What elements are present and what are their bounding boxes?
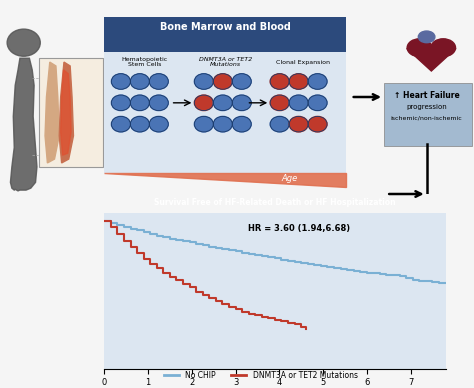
Text: DNMT3A or TET2
Mutations: DNMT3A or TET2 Mutations	[199, 57, 252, 68]
Circle shape	[289, 95, 308, 111]
FancyBboxPatch shape	[104, 17, 346, 173]
Text: Bone Marrow and Blood: Bone Marrow and Blood	[160, 22, 291, 32]
Text: Hematopoietic
Stem Cells: Hematopoietic Stem Cells	[121, 57, 168, 68]
Circle shape	[289, 116, 308, 132]
Polygon shape	[61, 70, 71, 155]
Circle shape	[289, 74, 308, 89]
Polygon shape	[104, 173, 346, 187]
Text: Age: Age	[281, 174, 297, 183]
Circle shape	[149, 116, 168, 132]
Circle shape	[232, 74, 251, 89]
Circle shape	[194, 95, 213, 111]
Circle shape	[308, 116, 327, 132]
Ellipse shape	[418, 31, 435, 43]
Text: Clonal Expansion: Clonal Expansion	[276, 60, 330, 64]
Circle shape	[130, 95, 149, 111]
Circle shape	[149, 74, 168, 89]
Circle shape	[308, 95, 327, 111]
Text: ↑ Heart Failure: ↑ Heart Failure	[394, 90, 459, 100]
Circle shape	[308, 74, 327, 89]
Circle shape	[232, 116, 251, 132]
Ellipse shape	[431, 39, 456, 57]
Circle shape	[111, 74, 130, 89]
Ellipse shape	[407, 39, 432, 57]
Text: ischemic/non-ischemic: ischemic/non-ischemic	[391, 116, 463, 121]
Text: HR = 3.60 (1.94,6.68): HR = 3.60 (1.94,6.68)	[248, 224, 350, 233]
Circle shape	[130, 116, 149, 132]
Circle shape	[232, 95, 251, 111]
Polygon shape	[45, 62, 59, 163]
Polygon shape	[59, 62, 73, 163]
Legend: No CHIP, DNMT3A or TET2 Mutations: No CHIP, DNMT3A or TET2 Mutations	[161, 368, 361, 383]
Circle shape	[270, 74, 289, 89]
Circle shape	[111, 95, 130, 111]
Circle shape	[7, 29, 40, 56]
Circle shape	[130, 74, 149, 89]
Polygon shape	[407, 48, 456, 71]
FancyBboxPatch shape	[384, 83, 472, 146]
Circle shape	[213, 95, 232, 111]
Circle shape	[213, 116, 232, 132]
Polygon shape	[10, 58, 37, 191]
Circle shape	[149, 95, 168, 111]
Circle shape	[270, 116, 289, 132]
Circle shape	[111, 116, 130, 132]
FancyBboxPatch shape	[104, 52, 346, 173]
Circle shape	[213, 74, 232, 89]
Text: progression: progression	[406, 104, 447, 110]
Circle shape	[194, 116, 213, 132]
FancyBboxPatch shape	[39, 58, 103, 167]
Circle shape	[194, 74, 213, 89]
Circle shape	[270, 95, 289, 111]
Text: Survival Free of HF-Related Death or HF Hospitalization: Survival Free of HF-Related Death or HF …	[154, 198, 396, 208]
